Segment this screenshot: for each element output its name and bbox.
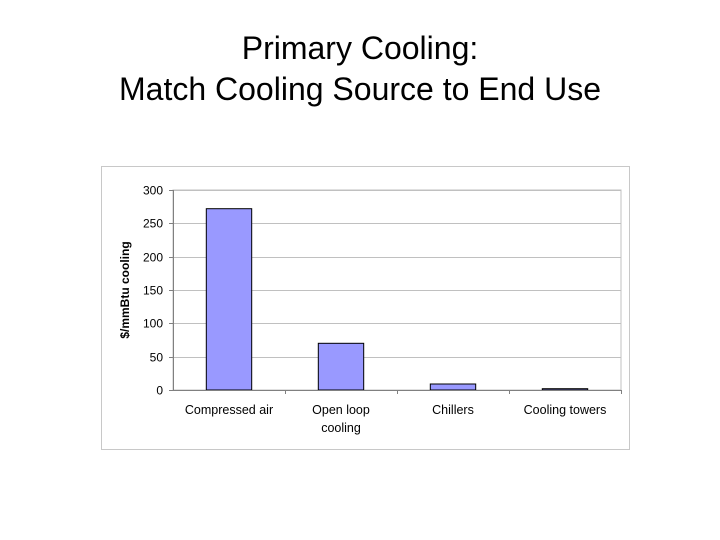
bars bbox=[205, 208, 589, 391]
y-tick-label: 50 bbox=[150, 351, 164, 365]
y-tick-label: 100 bbox=[143, 317, 163, 331]
x-tick-label: Chillers bbox=[432, 403, 474, 417]
slide-title-line-2: Match Cooling Source to End Use bbox=[118, 71, 602, 107]
axes bbox=[169, 190, 622, 394]
bar bbox=[205, 208, 253, 391]
slide-title: Primary Cooling: Match Cooling Source to… bbox=[0, 28, 720, 110]
y-tick-label: 250 bbox=[143, 217, 163, 231]
x-tick-label: cooling bbox=[321, 421, 361, 435]
y-tick-label: 150 bbox=[143, 284, 163, 298]
x-tick-label: Cooling towers bbox=[524, 403, 607, 417]
bar bbox=[541, 388, 589, 391]
bar-chart: 0 50 100 150 200 250 300 Compressed air Open loo… bbox=[118, 184, 622, 436]
bar bbox=[317, 342, 365, 391]
tick-labels: 0 50 100 150 200 250 300 Compressed air Open loo… bbox=[143, 184, 606, 436]
y-axis-label: $/mmBtu cooling bbox=[118, 241, 132, 338]
y-tick-label: 300 bbox=[143, 184, 163, 198]
x-tick-label: Open loop bbox=[312, 403, 370, 417]
x-tick-label: Compressed air bbox=[185, 403, 273, 417]
y-tick-label: 200 bbox=[143, 251, 163, 265]
bar bbox=[429, 383, 477, 391]
chart-frame: 0 50 100 150 200 250 300 Compressed air Open loo… bbox=[101, 166, 630, 450]
slide-title-line-1: Primary Cooling: bbox=[241, 30, 479, 66]
y-tick-label: 0 bbox=[156, 384, 163, 398]
